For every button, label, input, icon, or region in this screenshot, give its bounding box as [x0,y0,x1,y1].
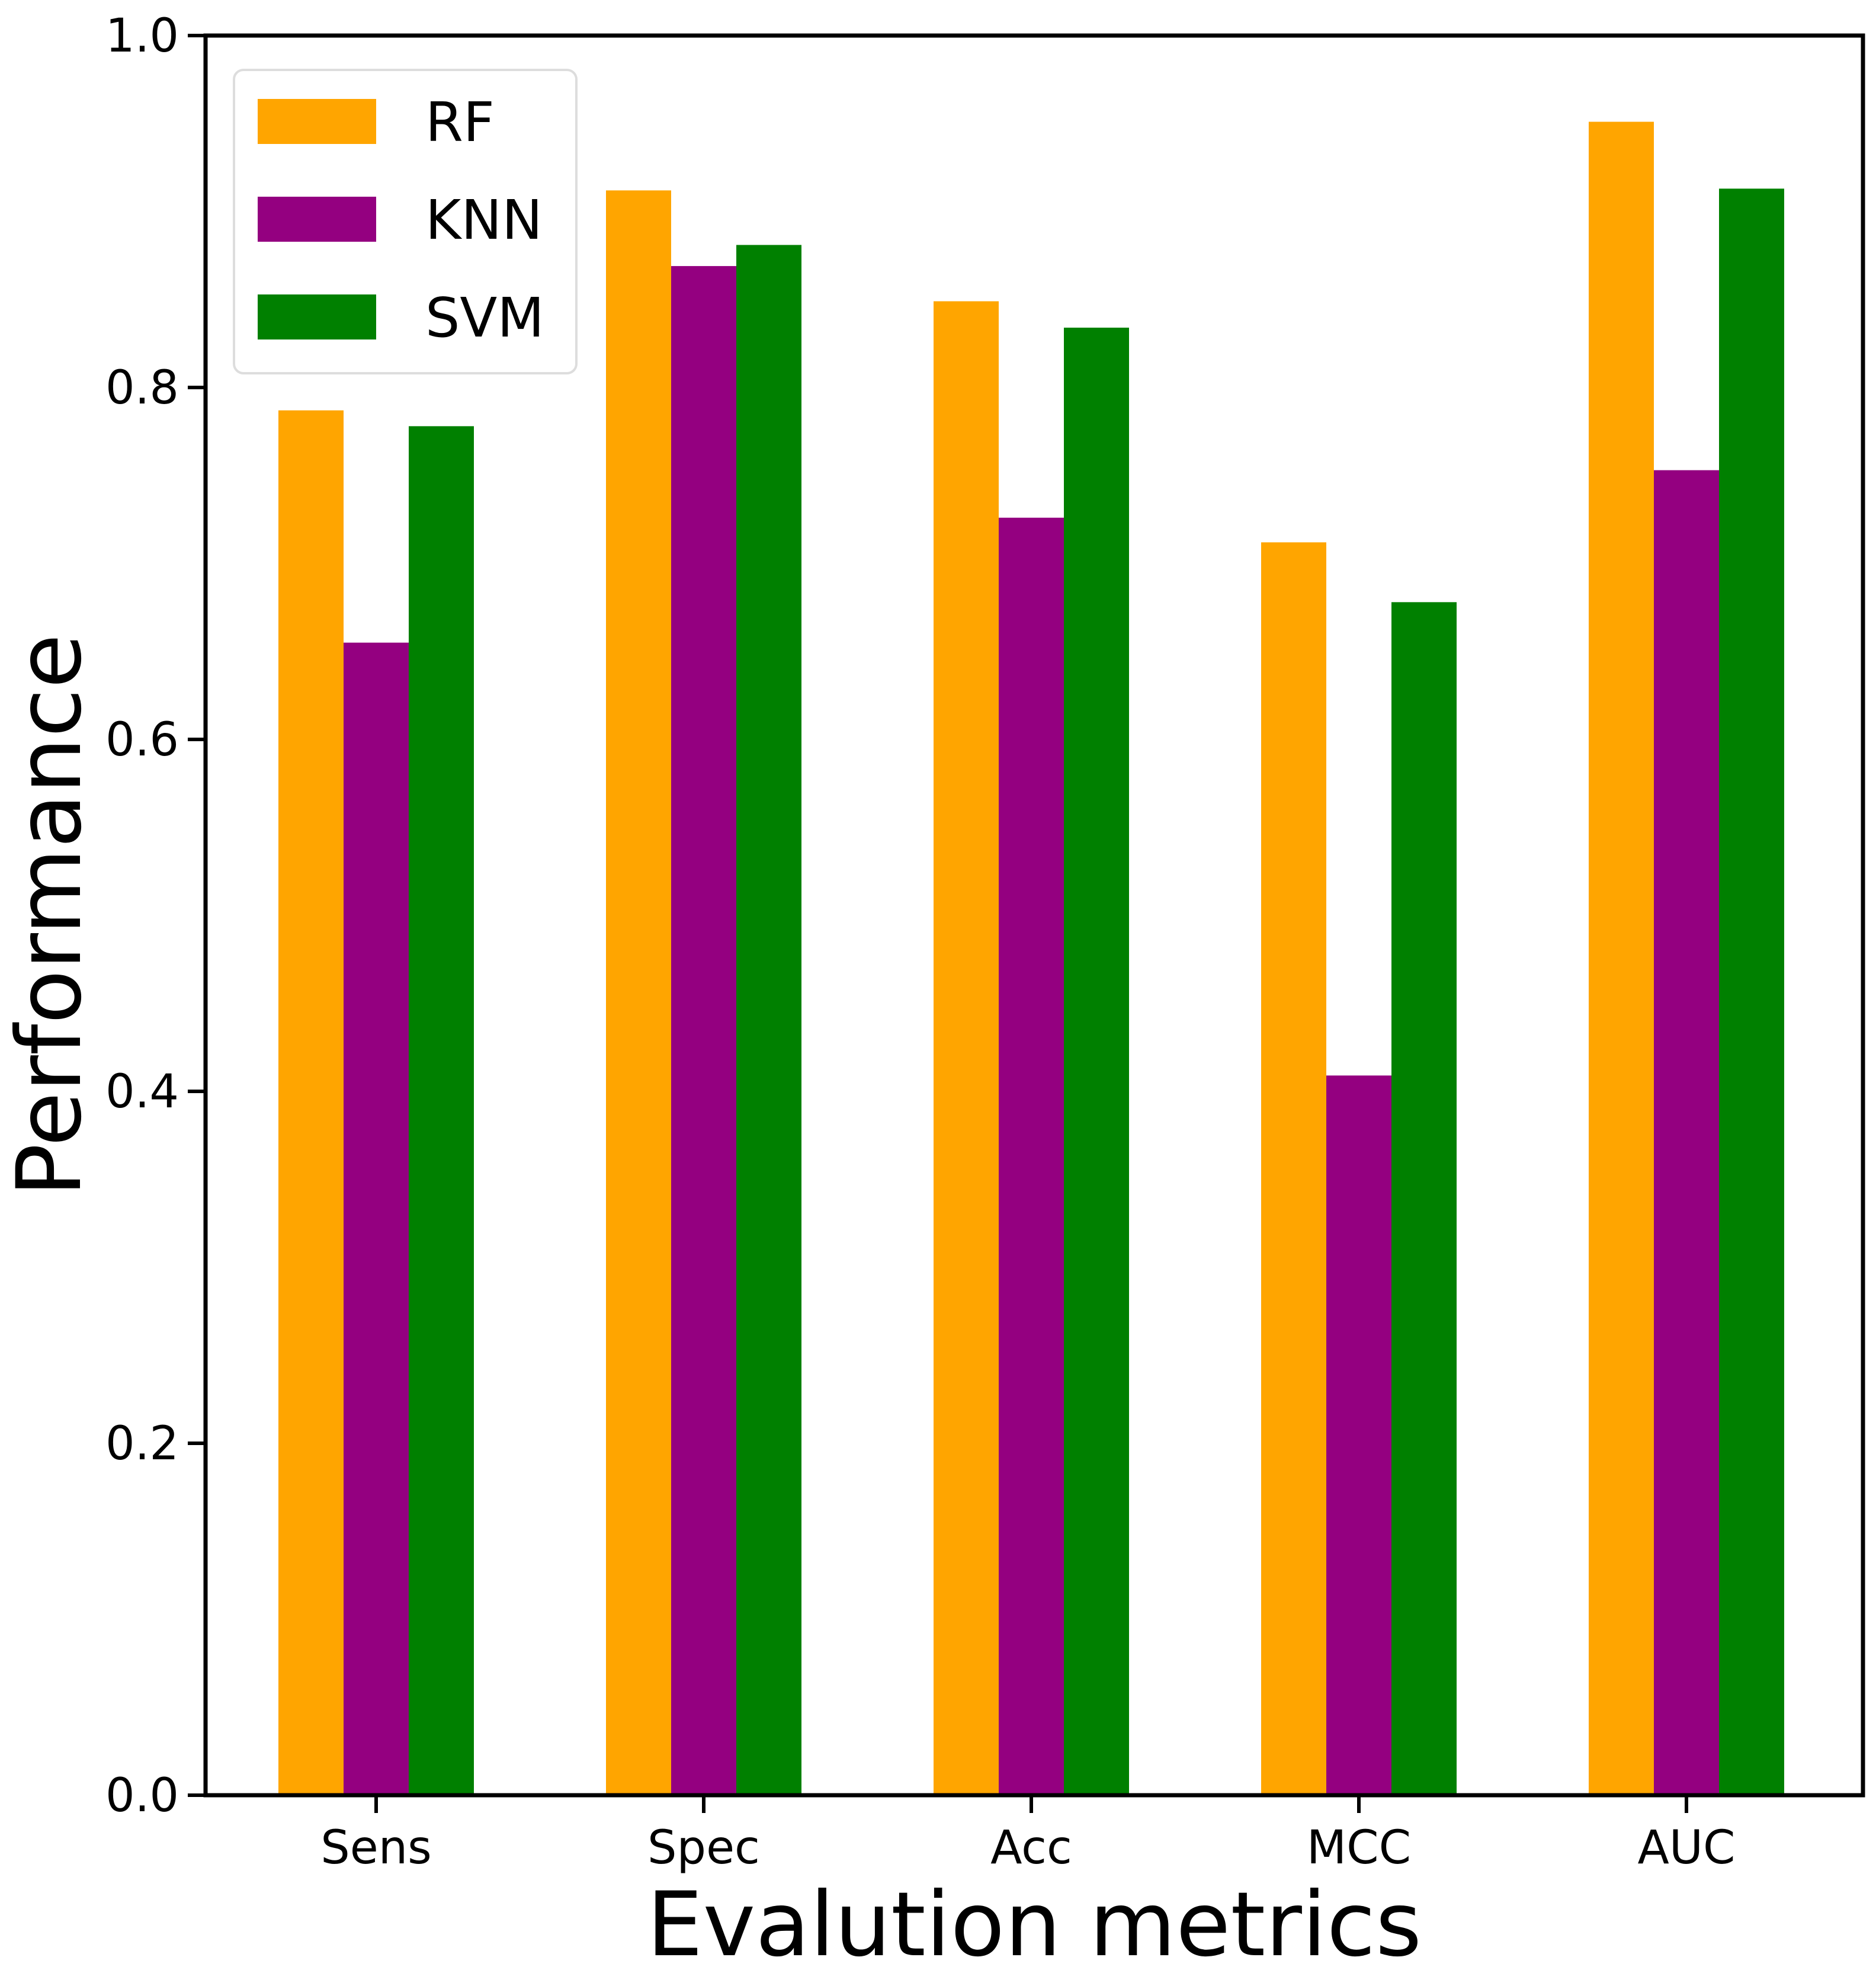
bar-knn-acc [999,517,1064,1795]
bar-knn-mcc [1326,1075,1391,1795]
bar-knn-spec [671,266,736,1795]
legend-label-svm: SVM [425,286,544,350]
bar-knn-sens [344,642,409,1795]
x-tick-label: Acc [990,1821,1072,1875]
legend-swatch-knn [258,197,376,242]
y-axis: 0.0 0.2 0.4 0.6 0.8 1.0 [105,9,206,1822]
y-tick-label: 0.6 [105,713,179,767]
y-tick-label: 0.4 [105,1065,179,1119]
bar-svm-sens [409,426,474,1795]
legend: RF KNN SVM [233,69,578,374]
bar-svm-auc [1719,188,1784,1795]
bar-rf-spec [606,190,671,1796]
bar-rf-acc [934,301,999,1796]
legend-swatch-svm [258,294,376,339]
bar-knn-auc [1654,470,1719,1795]
bar-svm-acc [1064,328,1129,1795]
y-tick-label: 0.8 [105,361,179,415]
x-tick-label: Spec [647,1821,760,1875]
legend-label-rf: RF [425,91,495,154]
legend-swatch-rf [258,99,376,144]
bar-svm-spec [736,245,801,1796]
y-tick-label: 0.0 [105,1769,179,1822]
bar-svm-mcc [1391,602,1457,1795]
plot-frame [203,33,1865,1798]
x-tick-label: Sens [320,1821,432,1875]
bar-rf-sens [278,410,344,1796]
x-axis-title: Evalution metrics [647,1873,1422,1970]
y-axis-title: Performance [0,634,101,1197]
x-tick-label: AUC [1638,1821,1736,1875]
y-tick-label: 1.0 [105,9,179,63]
legend-label-knn: KNN [425,188,543,252]
bar-rf-mcc [1261,542,1326,1796]
bars-group [278,121,1784,1796]
x-tick-label: MCC [1307,1821,1411,1875]
bar-rf-auc [1589,121,1654,1795]
y-tick-label: 0.2 [105,1417,179,1471]
x-axis: Sens Spec Acc MCC AUC [320,1795,1735,1875]
